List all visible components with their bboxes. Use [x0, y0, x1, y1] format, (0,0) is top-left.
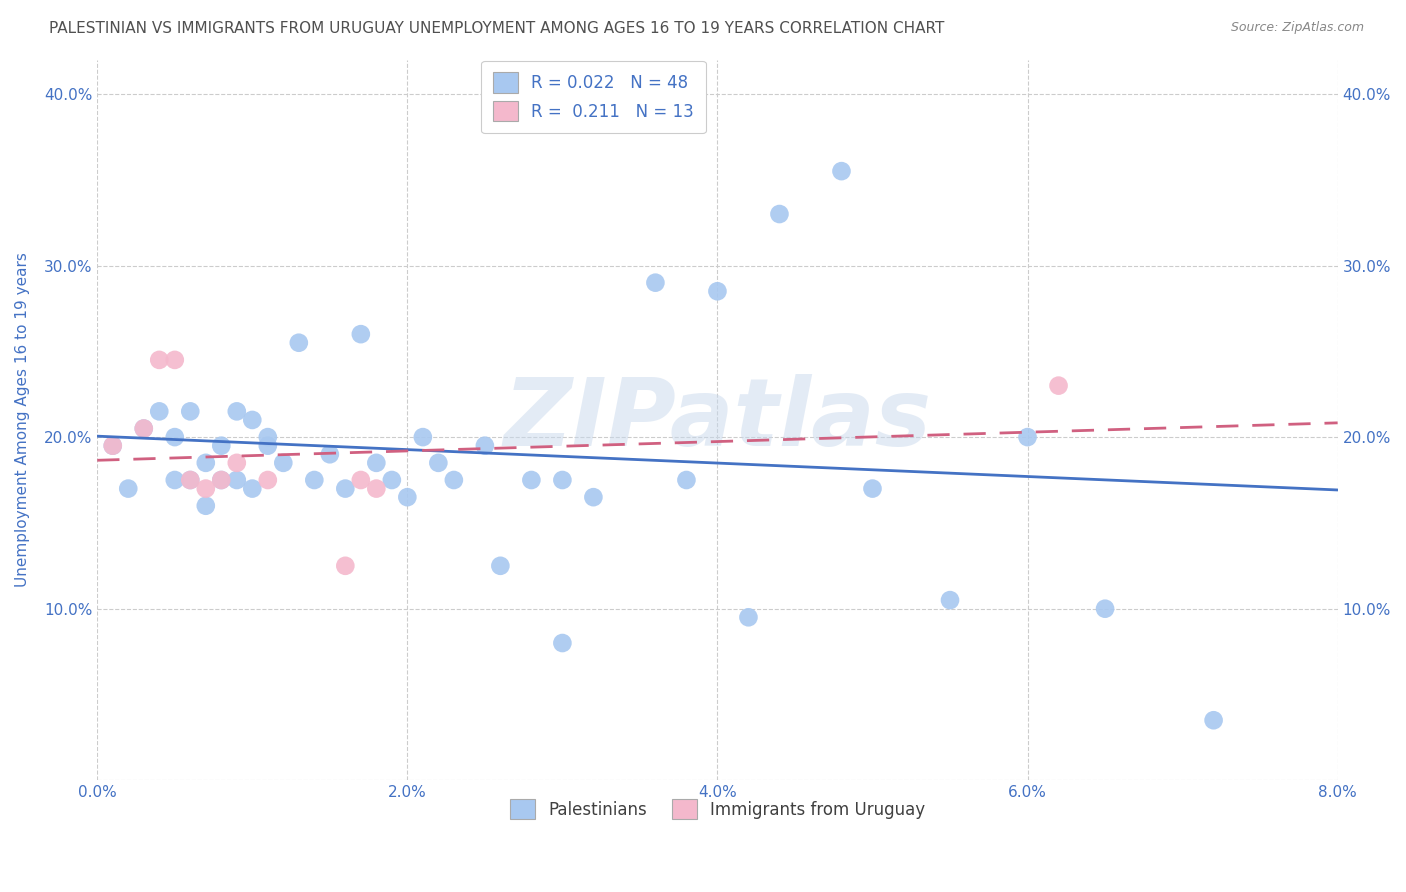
Point — [179, 473, 201, 487]
Point — [225, 404, 247, 418]
Point — [256, 430, 278, 444]
Point — [271, 456, 294, 470]
Point — [582, 490, 605, 504]
Point — [209, 473, 232, 487]
Point — [148, 404, 170, 418]
Point — [209, 473, 232, 487]
Point — [628, 95, 651, 110]
Point — [551, 473, 574, 487]
Point — [194, 456, 217, 470]
Point — [350, 473, 373, 487]
Point — [366, 482, 388, 496]
Point — [101, 439, 124, 453]
Point — [350, 327, 373, 342]
Point — [117, 482, 139, 496]
Point — [939, 593, 962, 607]
Point — [256, 439, 278, 453]
Point — [551, 636, 574, 650]
Legend: Palestinians, Immigrants from Uruguay: Palestinians, Immigrants from Uruguay — [503, 792, 932, 826]
Point — [1202, 713, 1225, 727]
Point — [412, 430, 434, 444]
Point — [520, 473, 543, 487]
Point — [209, 439, 232, 453]
Point — [381, 473, 404, 487]
Point — [1094, 601, 1116, 615]
Point — [225, 473, 247, 487]
Point — [489, 558, 512, 573]
Point — [256, 473, 278, 487]
Text: PALESTINIAN VS IMMIGRANTS FROM URUGUAY UNEMPLOYMENT AMONG AGES 16 TO 19 YEARS CO: PALESTINIAN VS IMMIGRANTS FROM URUGUAY U… — [49, 21, 945, 36]
Point — [179, 404, 201, 418]
Point — [132, 421, 155, 435]
Point — [163, 352, 186, 367]
Point — [396, 490, 419, 504]
Point — [132, 421, 155, 435]
Point — [366, 456, 388, 470]
Point — [179, 473, 201, 487]
Point — [163, 430, 186, 444]
Point — [675, 473, 697, 487]
Point — [830, 164, 852, 178]
Point — [706, 285, 728, 299]
Point — [335, 558, 357, 573]
Point — [1047, 378, 1070, 392]
Point — [288, 335, 311, 350]
Point — [335, 482, 357, 496]
Point — [427, 456, 450, 470]
Point — [768, 207, 790, 221]
Point — [737, 610, 759, 624]
Y-axis label: Unemployment Among Ages 16 to 19 years: Unemployment Among Ages 16 to 19 years — [15, 252, 30, 588]
Point — [163, 473, 186, 487]
Point — [443, 473, 465, 487]
Point — [319, 447, 342, 461]
Point — [862, 482, 884, 496]
Point — [194, 499, 217, 513]
Text: Source: ZipAtlas.com: Source: ZipAtlas.com — [1230, 21, 1364, 34]
Point — [240, 482, 263, 496]
Text: ZIPatlas: ZIPatlas — [503, 374, 932, 466]
Point — [304, 473, 326, 487]
Point — [474, 439, 496, 453]
Point — [101, 439, 124, 453]
Point — [148, 352, 170, 367]
Point — [240, 413, 263, 427]
Point — [1017, 430, 1039, 444]
Point — [644, 276, 666, 290]
Point — [225, 456, 247, 470]
Point — [194, 482, 217, 496]
